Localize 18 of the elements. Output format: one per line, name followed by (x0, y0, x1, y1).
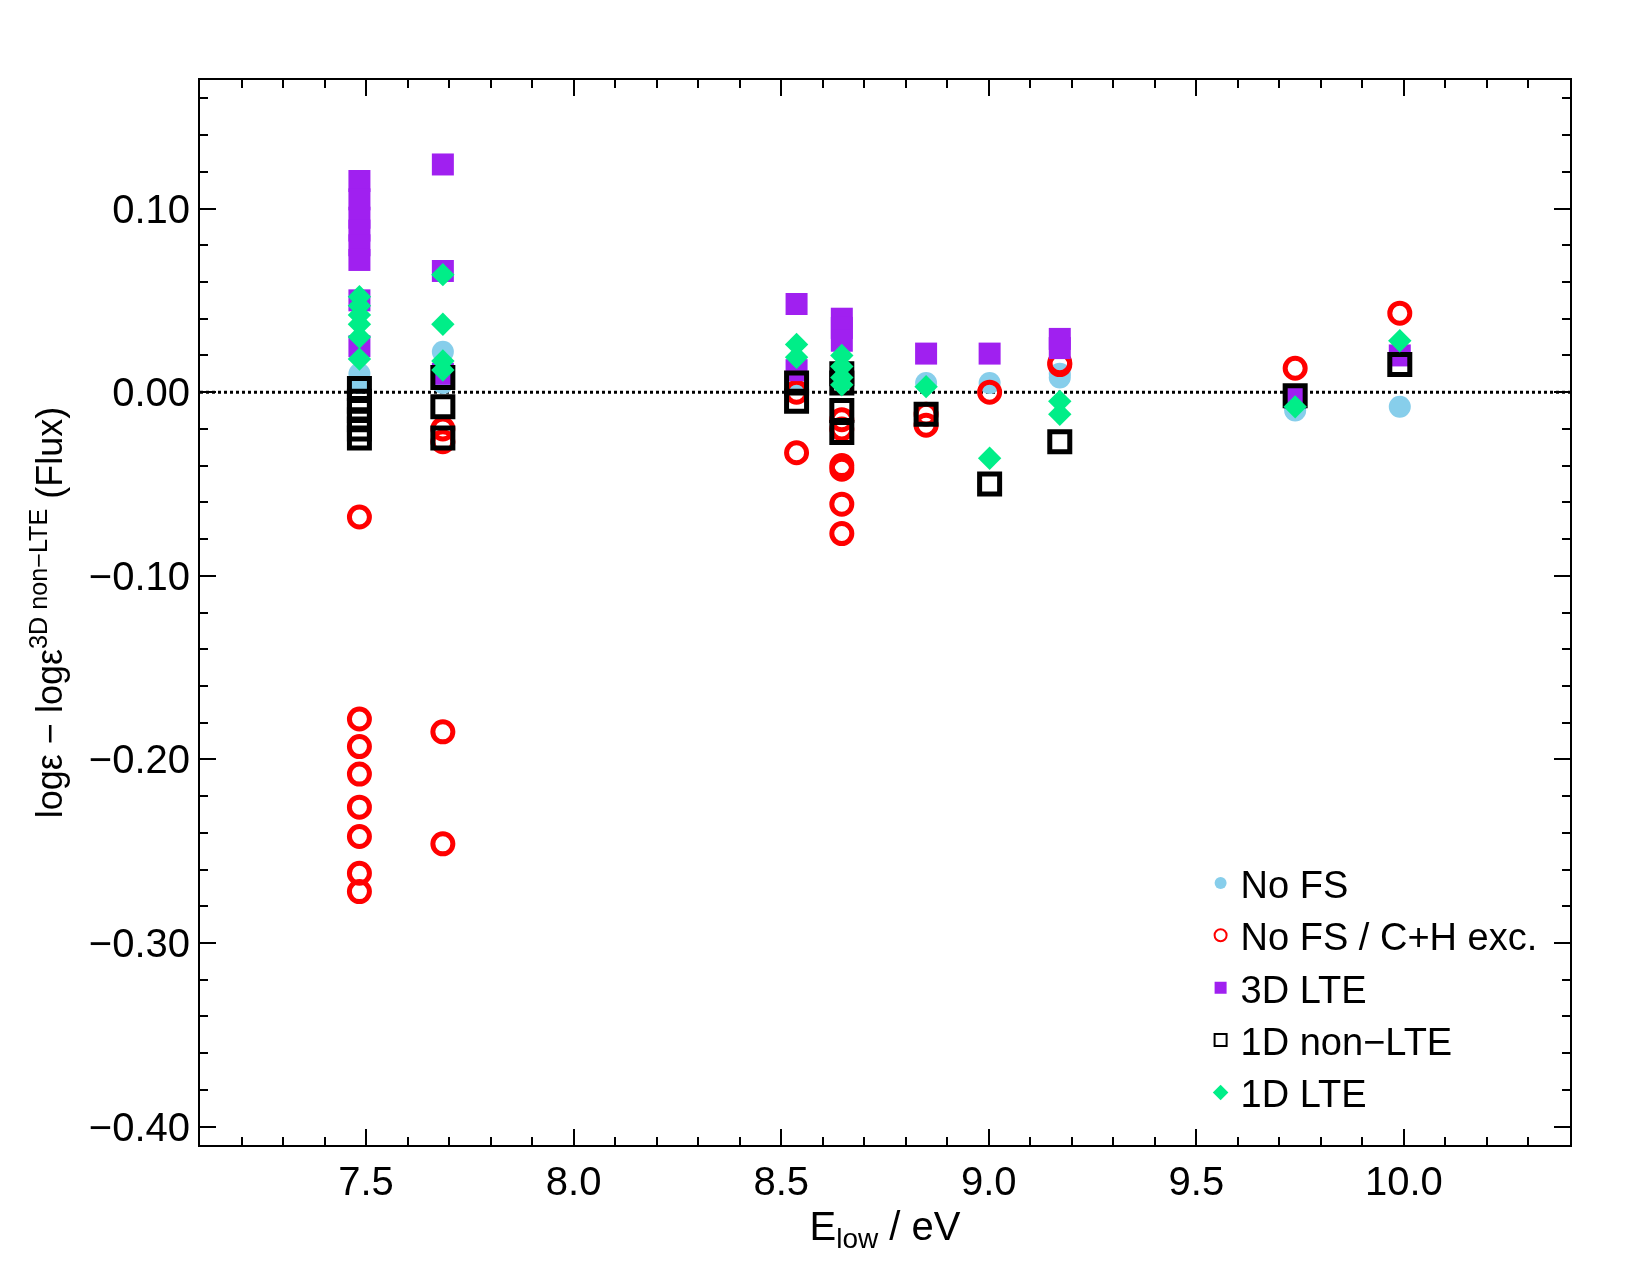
x-tick-label: 8.0 (545, 1159, 602, 1203)
x-tick-label: 9.0 (960, 1159, 1017, 1203)
x-tick-label: 7.5 (338, 1159, 394, 1203)
y-tick-label: −0.10 (88, 553, 190, 598)
x-tick-label: 9.5 (1168, 1159, 1225, 1203)
y-tick-label: 0.10 (112, 186, 190, 231)
legend-label: 1D non−LTE (1240, 1020, 1453, 1063)
x-axis-title: E$_{low}$ / eV (809, 1204, 961, 1255)
legend-label: 3D LTE (1240, 968, 1367, 1011)
legend-label: No FS / C+H exc. (1240, 916, 1538, 959)
x-tick-label: 8.5 (753, 1159, 810, 1203)
y-tick-label: −0.30 (88, 921, 190, 966)
y-tick-label: 0.00 (112, 370, 190, 415)
legend-label: No FS (1240, 863, 1349, 906)
x-tick-label: 10.0 (1365, 1159, 1443, 1203)
y-tick-label: −0.20 (88, 737, 190, 782)
legend-label: 1D LTE (1240, 1073, 1367, 1116)
y-tick-label: −0.40 (88, 1104, 190, 1149)
